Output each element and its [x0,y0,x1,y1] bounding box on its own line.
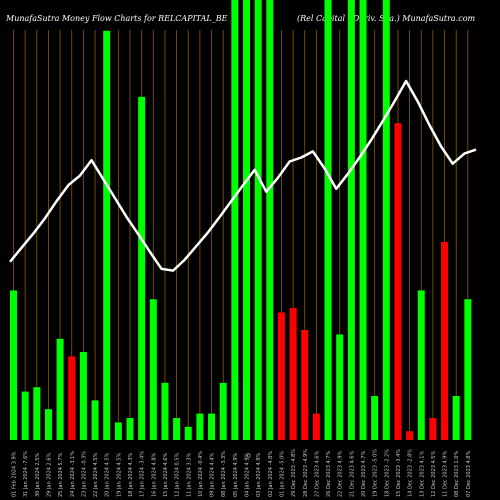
x-axis-marker: 0 [247,453,251,460]
x-tick-label: 27 Dec 2023 4.6% [314,451,320,497]
money-flow-bar [277,312,285,440]
money-flow-bar [219,382,227,440]
x-tick-label: 08 Dec 2023 1.0% [454,451,460,497]
x-tick-label: 01 Jan 2024 -5.0% [279,451,285,497]
x-tick-label: 23 Jan 2024 -0.3% [81,451,87,497]
money-flow-line [9,79,477,272]
x-tick-label: 04 Jan 2024 4.9% [245,452,251,497]
x-tick-label: 01 Feb 2024 3.9% [12,451,18,497]
x-tick-label: 17 Jan 2024 -3.4% [140,451,146,497]
money-flow-bar [417,290,425,440]
x-tick-label: 11 Jan 2024 3.3% [186,452,192,497]
x-tick-label: 13 Dec 2023 4.1% [419,451,425,497]
x-tick-label: 28 Dec 2023 -4.9% [303,449,309,497]
x-tick-label: 22 Dec 2023 4.9% [338,451,344,497]
x-tick-label: 21 Dec 2023 4.6% [349,451,355,497]
x-tick-label: 12 Dec 2023 4.5% [431,451,437,497]
x-tick-label: 11 Dec 2023 4.9% [443,451,449,497]
money-flow-bar [68,356,76,440]
x-tick-label: 16 Jan 2024 4.8% [151,452,157,497]
money-flow-bar [231,0,239,440]
x-tick-label: 10 Jan 2024 -0.4% [198,451,204,497]
money-flow-bar [161,382,169,440]
money-flow-bar [324,0,332,440]
x-tick-label: 18 Jan 2024 4.3% [128,452,134,497]
money-flow-bar [79,352,87,440]
x-tick-label: 19 Dec 2023 -5.0% [373,449,379,497]
money-flow-bar [184,426,192,440]
x-tick-label: 29 Jan 2024 2.6% [46,452,52,497]
money-flow-bar [173,418,181,440]
x-tick-label: 31 Jan 2024 -7.6% [23,451,29,497]
money-flow-bar [464,299,472,440]
chart-title: MunafaSutra Money Flow Charts for RELCAP… [6,14,228,23]
money-flow-bar [208,413,216,440]
money-flow-bar [56,338,64,440]
x-tick-label: 02 Jan 2024 -4.8% [268,451,274,497]
x-tick-label: 30 Jan 2024 2.5% [35,452,41,497]
x-tick-label: 15 Dec 2023 -3.4% [396,449,402,497]
money-flow-bar [196,413,204,440]
money-flow-bar [301,330,309,440]
money-flow-bar [33,387,41,440]
x-tick-label: 18 Dec 2023 -2.2% [384,449,390,497]
x-tick-label: 09 Jan 2024 4.4% [210,452,216,497]
x-tick-label: 14 Dec 2023 -2.8% [408,449,414,497]
x-tick-label: 29 Dec 2023 -4.8% [291,449,297,497]
money-flow-bar [243,0,250,440]
money-flow-bar [91,400,99,440]
money-flow-bar [441,242,449,440]
x-tick-label: 24 Jan 2024 -3.1% [70,451,76,497]
x-tick-label: 07 Dec 2023 4.8% [466,451,472,497]
money-flow-bar [312,413,320,440]
x-tick-label: 25 Jan 2024 5.7% [58,452,64,497]
money-flow-bar [266,0,274,440]
x-tick-label: 12 Jan 2024 0.5% [175,452,181,497]
money-flow-bar [382,0,390,440]
money-flow-bar [149,299,157,440]
money-flow-bar [336,334,344,440]
money-flow-bar [359,0,367,440]
money-flow-bar [44,409,52,440]
money-flow-bar [429,418,437,440]
money-flow-bar [406,431,414,440]
x-tick-label: 15 Jan 2024 4.6% [163,452,169,497]
x-tick-label: 05 Jan 2024 4.9% [233,452,239,497]
money-flow-bar [347,0,355,440]
x-tick-label: 26 Dec 2023 4.7% [326,451,332,497]
x-tick-label: 20 Dec 2023 4.7% [361,451,367,497]
money-flow-bar [10,290,17,440]
money-flow-bar [452,396,460,440]
x-tick-label: 03 Jan 2024 4.9% [256,452,262,497]
money-flow-bar [126,418,134,440]
money-flow-bar [371,396,379,440]
money-flow-bar [394,123,402,440]
money-flow-bar [254,0,262,440]
money-flow-bar [114,422,122,440]
money-flow-bar [21,391,29,440]
money-flow-bar [138,96,146,441]
x-tick-label: 22 Jan 2024 4.5% [93,452,99,497]
x-tick-label: 19 Jan 2024 4.5% [116,452,122,497]
money-flow-bar [289,308,297,440]
money-flow-bar [103,30,111,441]
x-tick-label: 20 Jan 2024 4.5% [105,452,111,497]
x-tick-label: 08 Jan 2024 -3.3% [221,451,227,497]
